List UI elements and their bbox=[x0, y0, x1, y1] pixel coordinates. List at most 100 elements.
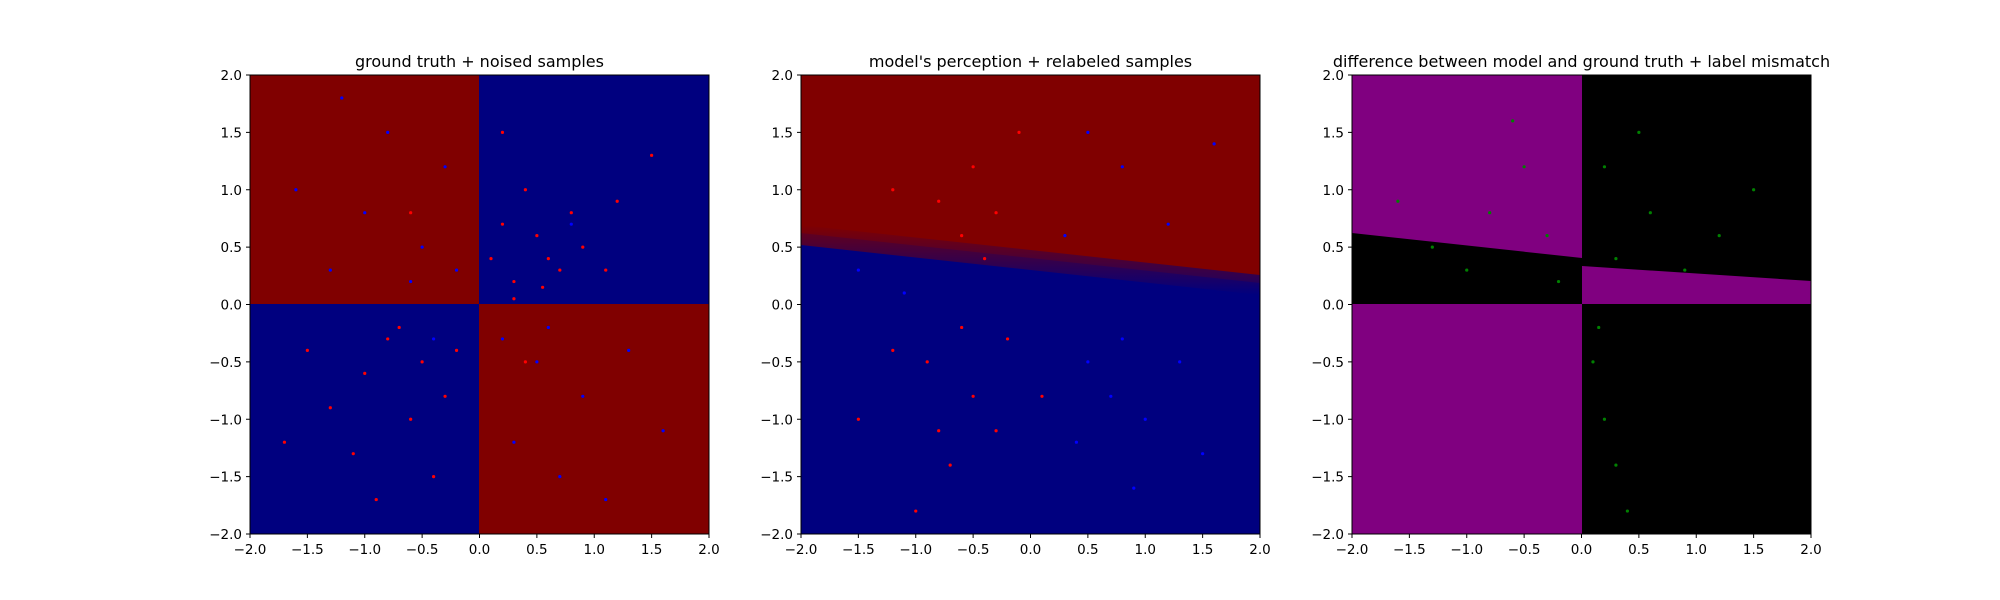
y-tick-label: 0.0 bbox=[1323, 298, 1344, 314]
scatter-point bbox=[891, 188, 895, 192]
y-tick-label: 1.5 bbox=[772, 125, 793, 141]
scatter-point bbox=[925, 360, 929, 364]
y-tick-label: 1.0 bbox=[1323, 183, 1344, 199]
scatter-point bbox=[1717, 234, 1721, 238]
scatter-point bbox=[420, 360, 424, 364]
scatter-point bbox=[1637, 130, 1641, 134]
scatter-point bbox=[983, 257, 987, 261]
panel-2-region-red bbox=[801, 75, 1260, 283]
scatter-point bbox=[1086, 130, 1090, 134]
scatter-point bbox=[420, 245, 424, 249]
x-tick-label: −2.0 bbox=[785, 542, 818, 558]
scatter-point bbox=[523, 360, 528, 364]
scatter-point bbox=[1488, 211, 1492, 215]
y-tick-label: −1.5 bbox=[760, 470, 793, 486]
scatter-point bbox=[374, 497, 378, 502]
scatter-point bbox=[409, 279, 413, 284]
scatter-point bbox=[1143, 417, 1147, 421]
scatter-point bbox=[1591, 360, 1595, 364]
x-tick-label: 1.5 bbox=[1743, 542, 1764, 558]
scatter-point bbox=[558, 268, 562, 272]
scatter-point bbox=[340, 96, 344, 100]
scatter-point bbox=[512, 297, 516, 301]
scatter-point bbox=[546, 257, 550, 261]
scatter-point bbox=[856, 417, 860, 421]
scatter-point bbox=[489, 257, 493, 261]
y-tick-label: −1.0 bbox=[209, 412, 242, 428]
x-tick-label: −1.5 bbox=[842, 542, 875, 558]
x-tick-label: −0.5 bbox=[957, 542, 990, 558]
scatter-point bbox=[891, 348, 895, 352]
panel-1-region-top-left bbox=[250, 75, 479, 304]
x-tick-label: −1.5 bbox=[1393, 542, 1426, 558]
scatter-point bbox=[328, 268, 332, 272]
x-tick-label: 1.0 bbox=[1135, 542, 1156, 558]
panel-1-title: ground truth + noised samples bbox=[355, 52, 604, 71]
scatter-point bbox=[409, 211, 413, 215]
x-tick-label: −2.0 bbox=[1336, 542, 1369, 558]
scatter-point bbox=[397, 325, 401, 330]
x-tick-label: 1.5 bbox=[641, 542, 662, 558]
x-tick-label: −2.0 bbox=[234, 542, 267, 558]
scatter-point bbox=[1074, 440, 1078, 444]
scatter-point bbox=[1648, 211, 1652, 215]
panel-3-title: difference between model and ground trut… bbox=[1333, 52, 1830, 71]
y-tick-label: 0.5 bbox=[1323, 240, 1344, 256]
y-tick-label: −1.0 bbox=[760, 412, 793, 428]
scatter-point bbox=[1063, 234, 1067, 238]
scatter-point bbox=[443, 165, 447, 169]
panel-1-region-bottom-left bbox=[250, 304, 479, 534]
panel-2-title: model's perception + relabeled samples bbox=[869, 52, 1192, 71]
x-tick-label: −1.5 bbox=[291, 542, 324, 558]
scatter-point bbox=[1201, 452, 1205, 456]
x-tick-label: 2.0 bbox=[698, 542, 719, 558]
scatter-point bbox=[535, 234, 539, 238]
y-tick-label: 1.0 bbox=[221, 183, 242, 199]
scatter-point bbox=[1178, 360, 1182, 364]
scatter-point bbox=[523, 188, 528, 192]
scatter-point bbox=[541, 285, 545, 289]
scatter-point bbox=[1040, 394, 1044, 398]
y-tick-label: −0.5 bbox=[760, 355, 793, 371]
scatter-point bbox=[363, 371, 367, 375]
x-tick-label: −0.5 bbox=[1508, 542, 1541, 558]
scatter-point bbox=[937, 429, 941, 433]
y-tick-label: −2.0 bbox=[760, 527, 793, 543]
scatter-point bbox=[1511, 119, 1515, 123]
scatter-point bbox=[971, 394, 975, 398]
panel-3-mismatch-left-top bbox=[1352, 75, 1582, 258]
scatter-point bbox=[1683, 268, 1687, 272]
y-tick-label: 0.0 bbox=[772, 298, 793, 314]
y-tick-label: 0.5 bbox=[772, 240, 793, 256]
x-tick-label: −1.0 bbox=[1450, 542, 1483, 558]
x-tick-label: 2.0 bbox=[1800, 542, 1821, 558]
scatter-point bbox=[1597, 325, 1601, 330]
scatter-point bbox=[948, 463, 952, 467]
panel-2-background bbox=[801, 75, 1260, 534]
scatter-point bbox=[1396, 199, 1400, 203]
scatter-point bbox=[627, 348, 631, 352]
x-tick-label: 0.5 bbox=[526, 542, 547, 558]
panel-3-mismatch-wedge bbox=[1582, 266, 1811, 304]
scatter-point bbox=[351, 452, 355, 456]
scatter-point bbox=[1005, 337, 1010, 341]
scatter-point bbox=[1602, 417, 1607, 421]
panel-1-background bbox=[250, 75, 709, 534]
scatter-point bbox=[1625, 509, 1629, 513]
scatter-point bbox=[971, 165, 975, 169]
scatter-point bbox=[409, 417, 413, 421]
panel-2-boundary-blur bbox=[801, 225, 1260, 295]
panel-3-mismatch-left-bottom bbox=[1352, 304, 1582, 534]
scatter-point bbox=[1120, 337, 1124, 341]
scatter-point bbox=[569, 222, 573, 226]
scatter-point bbox=[500, 130, 505, 134]
scatter-point bbox=[305, 348, 309, 352]
panel-3-axes: −2.0 −1.5 −1.0 −0.5 0.0 0.5 1.0 1.5 2.0 −2.0 −1.5 −… bbox=[1311, 68, 1822, 558]
x-tick-label: 1.0 bbox=[1686, 542, 1707, 558]
scatter-point bbox=[1614, 463, 1618, 467]
y-tick-label: 1.5 bbox=[221, 125, 242, 141]
scatter-point bbox=[661, 429, 665, 433]
scatter-point bbox=[546, 325, 550, 330]
scatter-point bbox=[432, 337, 436, 341]
scatter-point bbox=[1166, 222, 1170, 226]
